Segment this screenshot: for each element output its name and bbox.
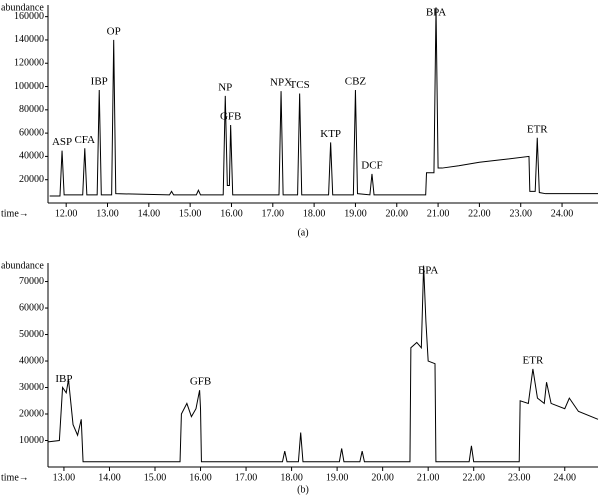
peak-label: DCF — [361, 159, 382, 171]
x-tick-label: 17.00 — [235, 472, 258, 483]
x-tick-label: 16.00 — [220, 208, 243, 219]
peak-label: GFB — [220, 110, 241, 122]
peak-label: ETR — [523, 355, 544, 367]
peak-label: CFA — [74, 134, 95, 146]
x-tick-label: 18.00 — [280, 472, 303, 483]
x-tick-label: 24.00 — [551, 208, 574, 219]
x-axis-label: time→ — [1, 472, 29, 483]
x-tick-label: 20.00 — [386, 208, 409, 219]
x-tick-label: 16.00 — [189, 472, 212, 483]
peak-label: ETR — [527, 123, 548, 135]
x-tick-label: 19.00 — [326, 472, 349, 483]
x-tick-label: 12.00 — [55, 208, 78, 219]
x-tick-label: 19.00 — [344, 208, 367, 219]
y-tick-label: 140000 — [14, 34, 44, 45]
y-tick-label: 20000 — [19, 408, 44, 419]
y-tick-label: 30000 — [19, 382, 44, 393]
trace — [49, 7, 598, 197]
peak-label: NP — [218, 81, 232, 93]
x-tick-label: 21.00 — [427, 208, 450, 219]
y-tick-label: 20000 — [19, 174, 44, 185]
y-tick-label: 60000 — [19, 127, 44, 138]
peak-label: CBZ — [345, 76, 367, 88]
x-tick-label: 18.00 — [303, 208, 326, 219]
peak-label: TCS — [290, 79, 310, 91]
x-tick-label: 22.00 — [462, 472, 485, 483]
x-tick-label: 15.00 — [144, 472, 167, 483]
peak-label: IBP — [55, 373, 72, 385]
y-tick-label: 70000 — [19, 276, 44, 287]
y-tick-label: 60000 — [19, 302, 44, 313]
y-axis-label: abundance — [1, 2, 44, 13]
peak-label: ASP — [52, 136, 72, 148]
y-tick-label: 50000 — [19, 329, 44, 340]
peak-label: NPX — [270, 77, 292, 89]
x-tick-label: 23.00 — [509, 208, 532, 219]
peak-label: GFB — [190, 376, 211, 388]
x-tick-label: 21.00 — [417, 472, 440, 483]
trace — [47, 265, 599, 463]
x-tick-label: 23.00 — [508, 472, 531, 483]
panel-caption: (b) — [297, 484, 309, 495]
y-tick-label: 80000 — [19, 104, 44, 115]
x-tick-label: 17.00 — [262, 208, 285, 219]
x-tick-label: 15.00 — [179, 208, 202, 219]
x-tick-label: 13.00 — [96, 208, 119, 219]
panel-caption: (a) — [297, 227, 308, 238]
y-tick-label: 10000 — [19, 435, 44, 446]
x-axis-label: time→ — [1, 208, 29, 219]
peak-label: KTP — [320, 128, 341, 140]
peak-label: BPA — [418, 265, 438, 277]
y-axis-label: abundance — [1, 260, 44, 271]
y-tick-label: 40000 — [19, 151, 44, 162]
peak-label: BPA — [426, 7, 446, 19]
x-tick-label: 14.00 — [98, 472, 121, 483]
y-tick-label: 160000 — [14, 11, 44, 22]
y-tick-label: 100000 — [14, 81, 44, 92]
x-tick-label: 14.00 — [138, 208, 161, 219]
x-tick-label: 20.00 — [371, 472, 394, 483]
peak-label: OP — [107, 25, 121, 37]
x-tick-label: 22.00 — [468, 208, 491, 219]
peak-label: IBP — [91, 76, 108, 88]
y-tick-label: 120000 — [14, 58, 44, 69]
y-tick-label: 40000 — [19, 355, 44, 366]
x-tick-label: 24.00 — [554, 472, 577, 483]
x-tick-label: 13.00 — [53, 472, 76, 483]
